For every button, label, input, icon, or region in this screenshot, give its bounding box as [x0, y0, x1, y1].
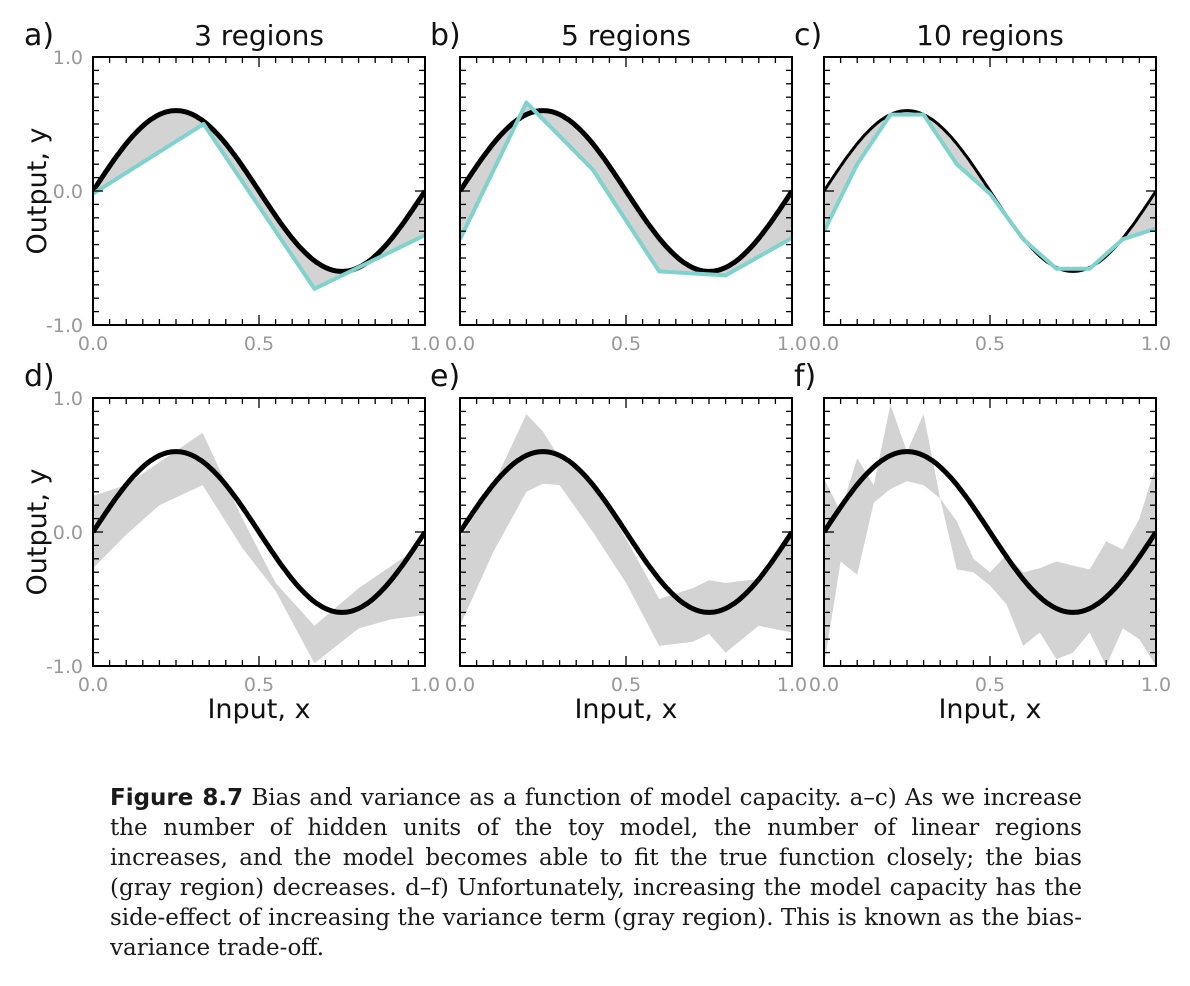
x-tick-label: 0.5	[244, 674, 274, 696]
y-tick-label: 0.0	[53, 522, 83, 544]
x-tick-label: 1.0	[777, 674, 807, 696]
plot-area	[460, 100, 792, 278]
panel-title: 10 regions	[916, 19, 1064, 52]
panel-e: 0.0 0.5 1.0 e) Input, x	[430, 359, 807, 725]
x-tick-label: 0.0	[809, 674, 839, 696]
plot-area	[460, 414, 792, 653]
true-function-line	[460, 449, 792, 615]
x-tick-label: 0.0	[445, 674, 475, 696]
x-tick-label: 0.5	[975, 674, 1005, 696]
figure-caption: Figure 8.7 Bias and variance as a functi…	[110, 783, 1082, 963]
y-tick-label: -1.0	[46, 315, 83, 337]
plot-area	[824, 109, 1156, 273]
panel-label: a)	[24, 18, 54, 53]
caption-label: Figure 8.7	[110, 785, 244, 811]
y-axis-label: Output, y	[22, 469, 53, 596]
variance-band	[824, 404, 1156, 666]
bias-region	[93, 110, 425, 289]
x-tick-label: 1.0	[410, 333, 440, 355]
y-tick-label: 1.0	[53, 47, 83, 69]
x-axis-label: Input, x	[938, 694, 1041, 725]
panel-f: 0.0 0.5 1.0 f) Input, x	[794, 359, 1171, 725]
plot-area	[824, 404, 1156, 666]
x-tick-label: 1.0	[410, 674, 440, 696]
x-tick-label: 0.0	[809, 333, 839, 355]
panel-label: d)	[24, 359, 55, 394]
x-tick-label: 0.0	[445, 333, 475, 355]
panel-title: 3 regions	[194, 19, 324, 52]
x-tick-label: 1.0	[1141, 333, 1171, 355]
x-tick-label: 0.0	[78, 674, 108, 696]
y-axis-label: Output, y	[22, 128, 53, 255]
x-tick-label: 0.0	[78, 333, 108, 355]
panel-label: c)	[794, 18, 822, 53]
x-tick-label: 0.5	[975, 333, 1005, 355]
y-tick-label: 1.0	[53, 388, 83, 410]
true-function-line	[93, 449, 425, 615]
x-tick-label: 0.5	[244, 333, 274, 355]
model-fit-line	[460, 100, 792, 278]
plot-area	[93, 432, 425, 664]
x-tick-label: 0.5	[611, 333, 641, 355]
x-axis-label: Input, x	[207, 694, 310, 725]
panel-title: 5 regions	[561, 19, 691, 52]
model-fit-line	[93, 122, 425, 291]
y-tick-label: -1.0	[46, 656, 83, 678]
model-fit-line	[824, 112, 1156, 271]
panel-label: e)	[430, 359, 460, 394]
plot-area	[93, 108, 425, 291]
y-tick-label: 0.0	[53, 181, 83, 203]
x-axis-label: Input, x	[574, 694, 677, 725]
x-tick-label: 0.5	[611, 674, 641, 696]
caption-text: Bias and variance as a function of model…	[110, 785, 1082, 961]
panel-c: 0.0 0.5 1.0 c) 10 regions	[794, 18, 1171, 355]
panel-b: 0.0 0.5 1.0 b) 5 regions	[430, 18, 807, 355]
variance-band	[460, 414, 792, 653]
panel-label: b)	[430, 18, 461, 53]
panel-label: f)	[794, 359, 816, 394]
x-tick-label: 1.0	[777, 333, 807, 355]
x-tick-label: 1.0	[1141, 674, 1171, 696]
variance-band	[93, 432, 425, 664]
true-function-line	[824, 449, 1156, 615]
